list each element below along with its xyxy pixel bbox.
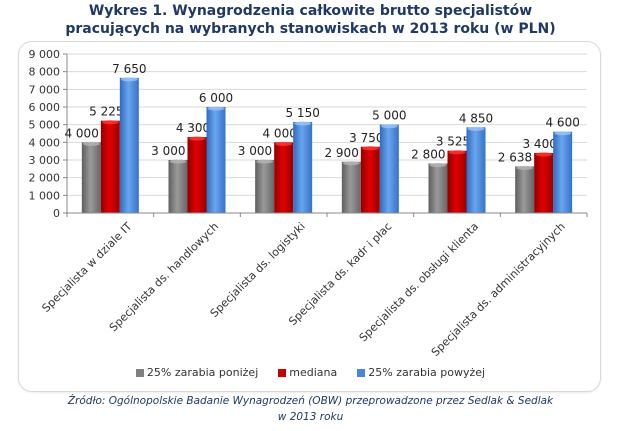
bar-cap — [361, 146, 379, 151]
data-label: 4 850 — [459, 111, 493, 125]
chart-title-line2: pracujących na wybranych stanowiskach w … — [65, 21, 556, 37]
data-label: 4 300 — [176, 121, 210, 135]
legend-label: 25% zarabia poniżej — [146, 366, 259, 379]
category-label: Specjalista ds. logistyki — [208, 220, 308, 320]
data-label: 4 600 — [545, 116, 579, 130]
data-label: 4 000 — [262, 126, 296, 140]
data-label: 4 000 — [64, 126, 98, 140]
bar-cap — [448, 150, 466, 155]
data-label: 3 000 — [151, 144, 185, 158]
data-label: 5 150 — [285, 106, 319, 120]
data-label: 3 400 — [522, 137, 556, 151]
legend-item-upper-quartile: 25% zarabia powyżej — [357, 366, 485, 379]
legend-label: mediana — [289, 366, 338, 379]
bar-cap — [467, 126, 485, 131]
data-label: 6 000 — [199, 91, 233, 105]
bar — [428, 163, 448, 213]
source-line1: Źródło: Ogólnopolskie Badanie Wynagrodze… — [67, 395, 554, 407]
chart-frame — [18, 41, 601, 392]
bar-cap — [256, 159, 274, 164]
legend-swatch-red-icon — [278, 368, 287, 377]
bar — [341, 161, 361, 213]
bar — [553, 131, 573, 213]
y-axis: 0 1 000 2 000 3 000 4 000 5 000 6 000 7 000 8 00… — [29, 48, 68, 220]
chart-title-line1: Wykres 1. Wynagrodzenia całkowite brutto… — [88, 3, 533, 19]
y-tick-label: 5 000 — [29, 119, 61, 132]
gridlines — [67, 53, 587, 196]
category-label: Specjalista w dziale IT — [39, 220, 134, 315]
y-tick-label: 9 000 — [29, 48, 61, 61]
bar — [293, 122, 313, 213]
bar — [466, 127, 486, 213]
bar — [119, 77, 139, 213]
data-label: 7 650 — [112, 62, 146, 76]
source-note: Źródło: Ogólnopolskie Badanie Wynagrodze… — [0, 393, 621, 425]
bar-cap — [535, 152, 553, 157]
data-label: 2 800 — [411, 148, 445, 162]
bar-cap — [275, 141, 293, 146]
bar-cap — [169, 159, 187, 164]
data-label: 5 225 — [89, 105, 123, 119]
data-label: 3 000 — [238, 144, 272, 158]
bar-cap — [120, 77, 138, 82]
y-tick-label: 0 — [53, 207, 60, 220]
bar — [255, 160, 275, 213]
bar-cap — [380, 124, 398, 129]
bar-cap — [101, 120, 119, 125]
data-label: 5 000 — [372, 109, 406, 123]
data-label: 3 525 — [436, 135, 470, 149]
y-tick-label: 1 000 — [29, 189, 61, 202]
bar-cap — [207, 106, 225, 111]
bar — [274, 142, 294, 213]
y-tick-label: 6 000 — [29, 101, 61, 114]
source-line2: w 2013 roku — [277, 411, 344, 423]
bar-cap — [429, 163, 447, 168]
data-label: 2 900 — [324, 146, 358, 160]
bar-cap — [342, 161, 360, 166]
data-label: 2 638 — [498, 150, 532, 164]
legend-item-lower-quartile: 25% zarabia poniżej — [135, 366, 259, 379]
bar — [534, 152, 554, 213]
legend-item-median: mediana — [278, 366, 337, 379]
bar — [206, 107, 226, 213]
legend-label: 25% zarabia powyżej — [368, 366, 486, 379]
data-label: 3 750 — [349, 131, 383, 145]
bar-cap — [516, 165, 534, 170]
bar-cap — [82, 141, 100, 146]
y-tick-label: 4 000 — [29, 136, 61, 149]
y-tick-label: 8 000 — [29, 66, 61, 79]
bar-cap — [554, 131, 572, 136]
category-label: Specjalista ds. administracyjnych — [429, 220, 568, 359]
chart-title: Wykres 1. Wynagrodzenia całkowite brutto… — [0, 2, 621, 38]
bar — [447, 150, 467, 213]
bar — [168, 160, 188, 213]
bar — [187, 137, 207, 213]
bar — [81, 142, 101, 213]
bar-cap — [294, 121, 312, 126]
y-tick-label: 3 000 — [29, 154, 61, 167]
bar-cap — [188, 136, 206, 141]
y-tick-label: 7 000 — [29, 83, 61, 96]
category-label: Specjalista ds. kadr i płac — [286, 220, 394, 328]
legend: 25% zarabia poniżej mediana 25% zarabia … — [0, 366, 621, 379]
bar — [100, 120, 120, 213]
y-tick-label: 2 000 — [29, 172, 61, 185]
legend-swatch-blue-icon — [357, 368, 366, 377]
legend-swatch-gray-icon — [135, 368, 144, 377]
bars: 4 000 5 225 7 650 3 000 4 300 6 000 3 000 4 000… — [64, 62, 580, 213]
bar — [360, 146, 380, 213]
bar — [515, 166, 535, 213]
bar — [379, 124, 399, 213]
